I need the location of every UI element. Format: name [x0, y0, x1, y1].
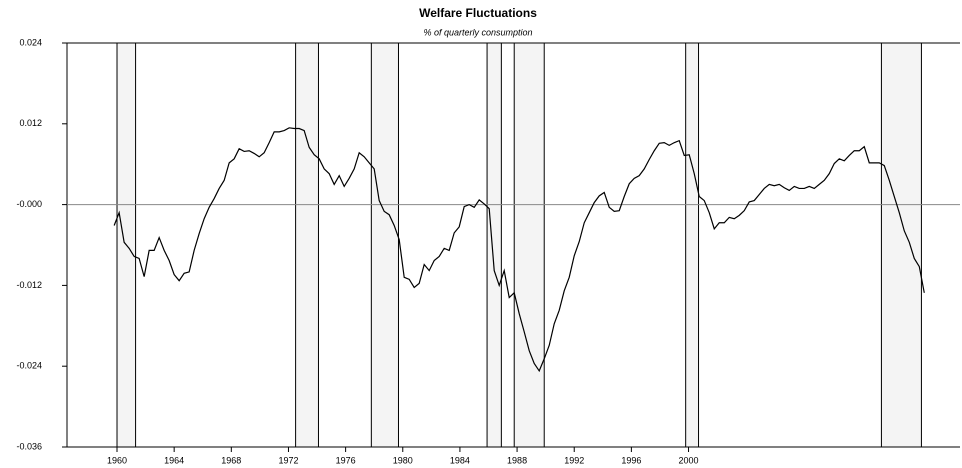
x-tick-label: 1972 [278, 455, 298, 465]
chart-subtitle: % of quarterly consumption [423, 27, 532, 37]
x-tick-label: 1968 [221, 455, 241, 465]
x-tick-label: 1988 [507, 455, 527, 465]
x-tick-label: 1964 [164, 455, 184, 465]
shaded-period [685, 43, 699, 447]
x-tick-label: 1996 [621, 455, 641, 465]
shaded-period [514, 43, 545, 447]
x-tick-label: 2000 [679, 455, 699, 465]
y-tick-label: -0.012 [16, 280, 42, 290]
shaded-period [295, 43, 319, 447]
x-tick-label: 1960 [107, 455, 127, 465]
x-tick-label: 1976 [336, 455, 356, 465]
shaded-period [487, 43, 502, 447]
chart-title: Welfare Fluctuations [419, 6, 537, 20]
y-tick-label: -0.036 [16, 441, 42, 451]
y-tick-label: 0.012 [19, 118, 42, 128]
shaded-period [881, 43, 922, 447]
shaded-period [371, 43, 399, 447]
y-tick-label: -0.024 [16, 361, 42, 371]
x-tick-label: 1992 [564, 455, 584, 465]
x-tick-label: 1984 [450, 455, 470, 465]
data-line [113, 127, 925, 373]
y-tick-label: -0.000 [16, 199, 42, 209]
x-tick-label: 1980 [393, 455, 413, 465]
y-tick-label: 0.024 [19, 37, 42, 47]
